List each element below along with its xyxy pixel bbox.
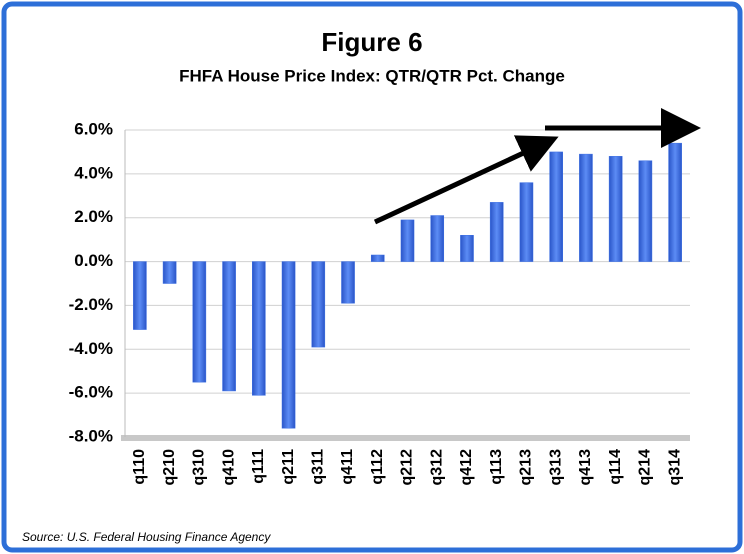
bar <box>638 160 653 262</box>
chart-subtitle: FHFA House Price Index: QTR/QTR Pct. Cha… <box>179 66 565 85</box>
x-tick-label: q211 <box>280 449 297 485</box>
bar <box>162 261 177 284</box>
x-tick-label: q214 <box>637 449 654 486</box>
x-tick-label: q412 <box>458 449 475 486</box>
x-tick-label: q311 <box>310 449 327 485</box>
bar <box>608 156 623 262</box>
bar <box>519 182 534 262</box>
bar <box>252 261 266 396</box>
bar <box>192 261 207 383</box>
bar <box>370 254 385 262</box>
x-tick-label: q411 <box>339 449 356 485</box>
source: Source: U.S. Federal Housing Finance Age… <box>22 530 271 544</box>
x-tick-label: q213 <box>518 449 535 486</box>
y-tick-label: 4.0% <box>74 163 113 182</box>
bar <box>341 261 355 304</box>
x-tick-label: q314 <box>666 449 683 486</box>
x-tick-label: q310 <box>191 449 208 486</box>
chart-title: Figure 6 <box>321 27 422 57</box>
y-tick-label: 2.0% <box>74 207 113 226</box>
y-tick-label: -2.0% <box>69 295 113 314</box>
y-tick-label: -4.0% <box>69 339 113 358</box>
bar <box>430 215 445 262</box>
x-tick-label: q313 <box>547 449 564 486</box>
bar <box>549 151 563 262</box>
y-tick-label: 0.0% <box>74 251 113 270</box>
x-tick-label: q111 <box>250 449 267 484</box>
bar <box>579 153 593 262</box>
y-tick-label: 6.0% <box>74 119 113 138</box>
x-tick-label: q312 <box>428 449 445 486</box>
x-tick-label: q410 <box>220 449 237 486</box>
bar <box>222 261 236 392</box>
bar <box>460 235 474 262</box>
x-tick-label: q110 <box>131 449 148 485</box>
bar <box>400 219 415 262</box>
floor <box>121 435 690 441</box>
x-tick-label: q112 <box>369 449 386 485</box>
bar <box>311 261 326 348</box>
x-tick-label: q210 <box>161 449 178 486</box>
bar <box>133 261 147 330</box>
plot: -8.0% -6.0% -4.0% -2.0% 0.0% 2.0% 4.0% 6.0% q110… <box>69 119 690 485</box>
y-tick-label: -8.0% <box>69 426 113 445</box>
arrow <box>373 135 559 225</box>
x-tick-label: q212 <box>399 449 416 486</box>
x-tick-label: q114 <box>607 449 624 485</box>
bar <box>489 202 504 262</box>
bar <box>668 142 682 262</box>
x-tick-label: q113 <box>488 449 505 485</box>
bar <box>281 261 296 429</box>
x-tick-label: q413 <box>577 449 594 486</box>
y-tick-label: -6.0% <box>69 383 113 402</box>
